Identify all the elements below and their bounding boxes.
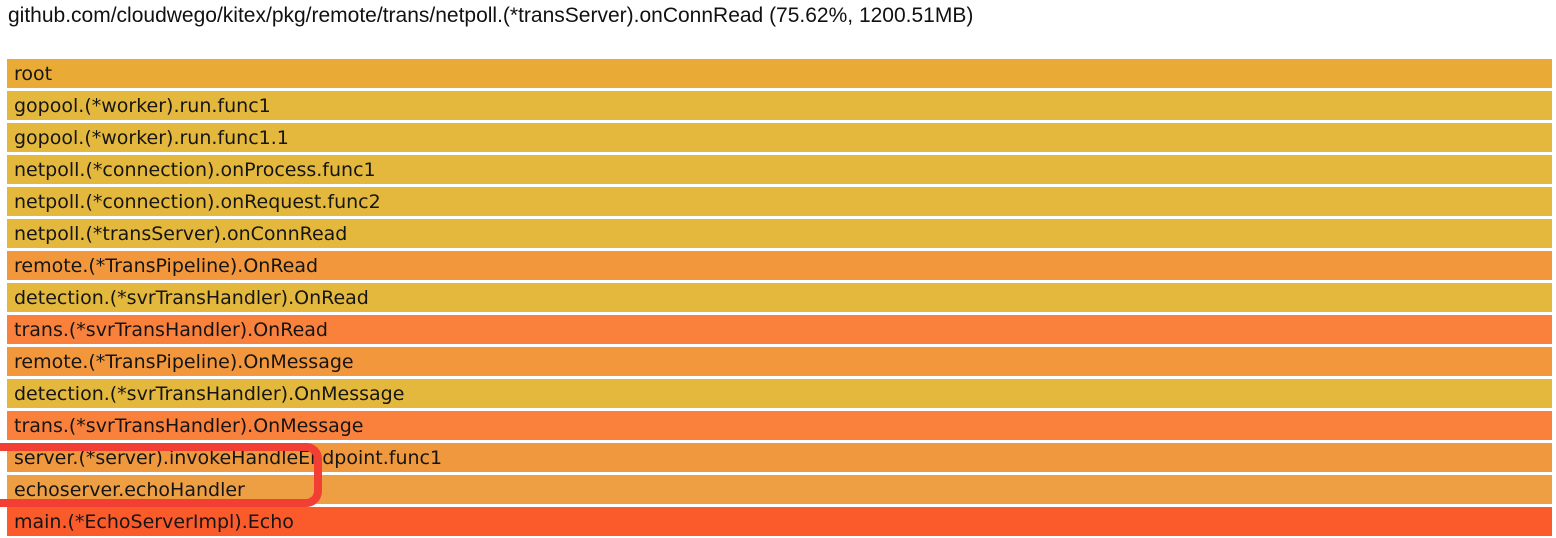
flamegraph-selected-frame-title: github.com/cloudwego/kitex/pkg/remote/tr… <box>8 4 974 27</box>
flame-frame-label: root <box>14 62 53 85</box>
flame-frame[interactable]: remote.(*TransPipeline).OnMessage <box>7 347 1552 376</box>
flame-frame-label: netpoll.(*connection).onProcess.func1 <box>14 158 376 181</box>
flame-frame-label: netpoll.(*connection).onRequest.func2 <box>14 190 381 213</box>
flamegraph-rows: root gopool.(*worker).run.func1 gopool.(*w… <box>7 59 1552 538</box>
flame-frame[interactable]: netpoll.(*connection).onProcess.func1 <box>7 155 1552 184</box>
flame-frame-label: gopool.(*worker).run.func1.1 <box>14 126 289 149</box>
flame-frame[interactable]: detection.(*svrTransHandler).OnMessage <box>7 379 1552 408</box>
flame-frame[interactable]: trans.(*svrTransHandler).OnMessage <box>7 411 1552 440</box>
flame-frame[interactable]: remote.(*TransPipeline).OnRead <box>7 251 1552 280</box>
flame-frame[interactable]: netpoll.(*connection).onRequest.func2 <box>7 187 1552 216</box>
flame-frame-label: trans.(*svrTransHandler).OnMessage <box>14 414 364 437</box>
flame-frame-label: main.(*EchoServerImpl).Echo <box>14 510 294 533</box>
flame-frame-label: server.(*server).invokeHandleEndpoint.fu… <box>14 446 443 469</box>
flame-frame[interactable]: root <box>7 59 1552 88</box>
flame-frame[interactable]: gopool.(*worker).run.func1.1 <box>7 123 1552 152</box>
flame-frame-label: detection.(*svrTransHandler).OnMessage <box>14 382 405 405</box>
flame-frame[interactable]: detection.(*svrTransHandler).OnRead <box>7 283 1552 312</box>
flame-frame-label: remote.(*TransPipeline).OnMessage <box>14 350 354 373</box>
flame-frame[interactable]: main.(*EchoServerImpl).Echo <box>7 507 1552 536</box>
flame-frame-label: netpoll.(*transServer).onConnRead <box>14 222 348 245</box>
flame-frame-label: echoserver.echoHandler <box>14 478 245 501</box>
flame-frame-label: detection.(*svrTransHandler).OnRead <box>14 286 369 309</box>
flame-frame[interactable]: netpoll.(*transServer).onConnRead <box>7 219 1552 248</box>
flame-frame[interactable]: gopool.(*worker).run.func1 <box>7 91 1552 120</box>
flame-frame[interactable]: server.(*server).invokeHandleEndpoint.fu… <box>7 443 1552 472</box>
flame-frame[interactable]: echoserver.echoHandler <box>7 475 1552 504</box>
flame-frame[interactable]: trans.(*svrTransHandler).OnRead <box>7 315 1552 344</box>
flame-frame-label: remote.(*TransPipeline).OnRead <box>14 254 319 277</box>
flame-frame-label: gopool.(*worker).run.func1 <box>14 94 271 117</box>
flame-frame-label: trans.(*svrTransHandler).OnRead <box>14 318 328 341</box>
